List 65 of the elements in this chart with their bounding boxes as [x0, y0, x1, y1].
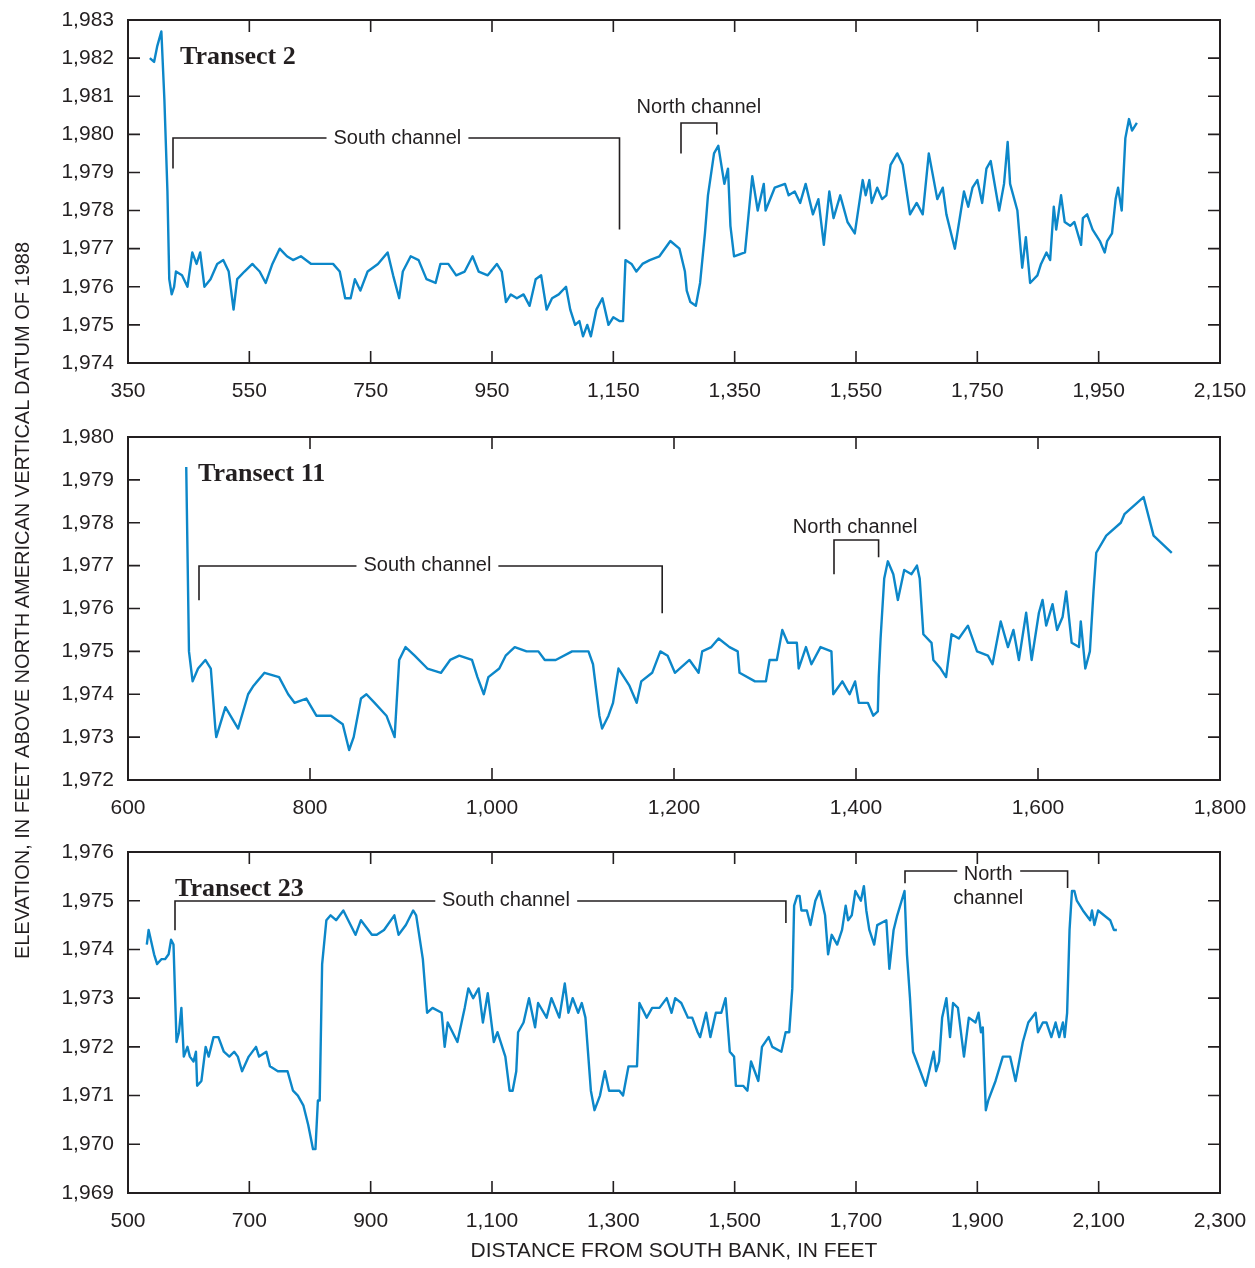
x-tick-label: 2,300 — [1193, 1208, 1247, 1232]
y-tick-label: 1,976 — [61, 595, 114, 619]
text: Transect 11 — [198, 458, 326, 487]
x-tick-label: 900 — [353, 1208, 389, 1232]
x-tick-label: 1,950 — [1072, 378, 1125, 402]
y-tick-label: 1,969 — [61, 1179, 114, 1203]
x-tick-label: 550 — [231, 378, 267, 402]
x-tick-label: 2,150 — [1193, 378, 1247, 402]
y-tick-label: 1,974 — [61, 936, 115, 960]
annotation: North channel — [792, 514, 918, 537]
x-tick-label: 700 — [231, 1208, 267, 1232]
y-tick-label: 1,983 — [61, 6, 114, 30]
y-tick-label: 1,975 — [61, 311, 114, 335]
x-tick-label: 800 — [292, 795, 328, 819]
x-tick-label: 1,700 — [829, 1208, 883, 1232]
x-tick-label: 1,750 — [951, 378, 1004, 402]
y-tick-label: 1,981 — [61, 83, 114, 107]
y-axis-title: ELEVATION, IN FEET ABOVE NORTH AMERICAN VERTICAL DATUM OF 1988 — [10, 241, 34, 959]
y-tick-label: 1,975 — [61, 887, 114, 911]
annotation: South channel — [363, 553, 492, 576]
y-tick-label: 1,974 — [61, 349, 115, 373]
y-tick-label: 1,978 — [61, 509, 114, 533]
y-tick-label: 1,980 — [61, 423, 114, 447]
text: Transect 2 — [180, 41, 296, 70]
x-tick-label: 1,500 — [708, 1208, 761, 1232]
x-tick-label: 1,100 — [465, 1208, 519, 1232]
y-tick-label: 1,973 — [61, 984, 114, 1008]
x-tick-label: 1,900 — [951, 1208, 1004, 1232]
y-tick-label: 1,973 — [61, 723, 114, 747]
annotation: South channel — [333, 125, 462, 148]
y-tick-label: 1,972 — [61, 1033, 114, 1057]
annotation: South channel — [442, 888, 570, 911]
y-tick-label: 1,977 — [61, 552, 114, 576]
y-tick-label: 1,976 — [61, 838, 114, 862]
y-tick-label: 1,980 — [61, 121, 114, 145]
y-tick-label: 1,977 — [61, 235, 114, 259]
x-tick-label: 750 — [353, 378, 389, 402]
x-axis-title: DISTANCE FROM SOUTH BANK, IN FEET — [470, 1238, 878, 1262]
x-tick-label: 1,400 — [829, 795, 883, 819]
x-tick-label: 500 — [110, 1208, 146, 1232]
x-tick-label: 1,800 — [1193, 795, 1247, 819]
y-tick-label: 1,978 — [61, 197, 114, 221]
x-tick-label: 1,350 — [708, 378, 761, 402]
x-tick-label: 1,600 — [1011, 795, 1065, 819]
y-tick-label: 1,972 — [61, 766, 114, 790]
annotation: North channel — [953, 861, 1024, 908]
x-tick-label: 1,300 — [587, 1208, 640, 1232]
x-tick-label: 1,150 — [587, 378, 640, 402]
x-tick-label: 2,100 — [1072, 1208, 1125, 1232]
y-tick-label: 1,979 — [61, 466, 114, 490]
y-tick-label: 1,971 — [61, 1082, 114, 1106]
y-tick-label: 1,982 — [61, 44, 114, 68]
x-tick-label: 1,550 — [829, 378, 883, 402]
annotation: North channel — [636, 95, 762, 118]
x-tick-label: 1,200 — [647, 795, 701, 819]
y-tick-label: 1,970 — [61, 1131, 114, 1155]
x-tick-label: 950 — [474, 378, 510, 402]
text: Transect 23 — [175, 873, 304, 902]
y-tick-label: 1,974 — [61, 681, 115, 705]
y-tick-label: 1,979 — [61, 159, 114, 183]
y-tick-label: 1,976 — [61, 273, 114, 297]
x-tick-label: 600 — [110, 795, 146, 819]
x-tick-label: 350 — [110, 378, 146, 402]
y-tick-label: 1,975 — [61, 638, 114, 662]
x-tick-label: 1,000 — [465, 795, 519, 819]
